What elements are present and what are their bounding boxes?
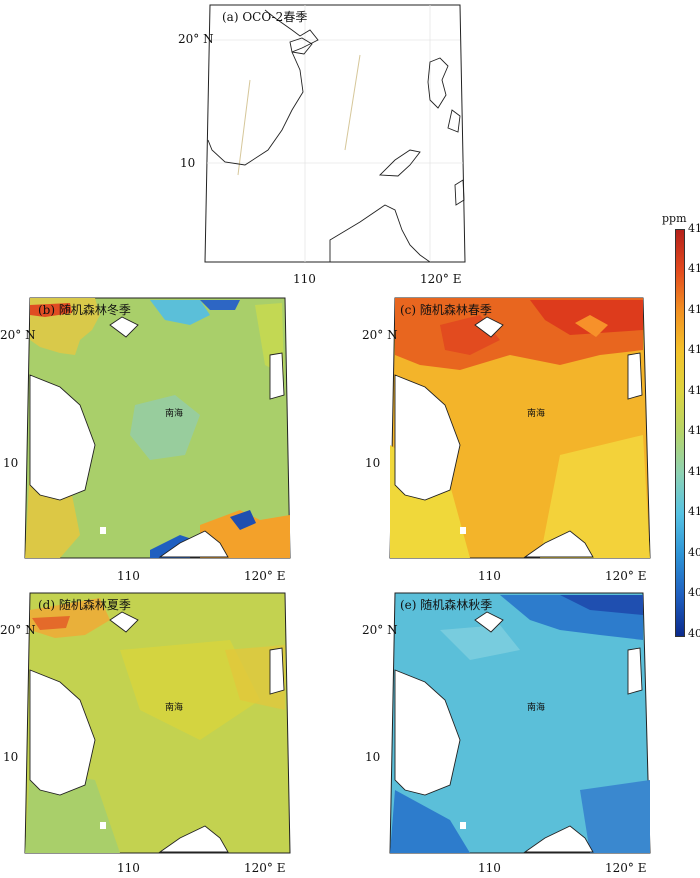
heat-patch: [560, 595, 643, 615]
lat-label-20n: 20° N: [178, 32, 214, 46]
heat-patch: [130, 395, 200, 460]
colorbar-tick: 410: [688, 505, 700, 518]
island-borneo: [158, 825, 229, 853]
heat-patch: [200, 510, 290, 558]
heat-patch: [390, 790, 470, 853]
map-frame: [204, 4, 466, 263]
lon-label-110: 110: [478, 569, 501, 583]
island-hainan: [474, 316, 504, 338]
island-borneo: [158, 530, 229, 558]
heat-patch: [200, 300, 240, 310]
coastline: [207, 9, 319, 166]
island-hainan: [289, 37, 313, 55]
island-visayas: [447, 109, 461, 133]
sea-label: 南海: [527, 703, 546, 713]
island-borneo: [523, 530, 594, 558]
colorbar-unit: ppm: [662, 212, 687, 225]
island-luzon: [427, 57, 449, 109]
island-luzon: [269, 647, 285, 695]
heat-patch: [150, 300, 210, 325]
gap: [460, 527, 466, 534]
colorbar-tick: 413: [688, 384, 700, 397]
panel-d-title: (d) 随机森林夏季: [38, 598, 131, 612]
lon-label-110: 110: [117, 861, 140, 875]
lon-label-120e: 120° E: [244, 861, 286, 875]
colorbar-tick: 411: [688, 465, 700, 478]
island-palawan: [378, 149, 421, 177]
colorbar-tick: 412: [688, 424, 700, 437]
lat-label-20n: 20° N: [362, 328, 398, 342]
gap: [100, 822, 106, 829]
map-d: [24, 592, 291, 854]
map-c: [389, 297, 651, 559]
colorbar-tick: 409: [688, 546, 700, 559]
panel-c-title: (c) 随机森林春季: [400, 303, 492, 317]
lon-label-120e: 120° E: [605, 861, 647, 875]
heat-patch: [30, 303, 72, 317]
sea-label: 南海: [527, 409, 546, 419]
heat-patch: [540, 435, 650, 558]
land-indochina: [29, 374, 96, 501]
lon-label-120e: 120° E: [605, 569, 647, 583]
island-hainan: [474, 611, 504, 633]
heat-patch: [440, 625, 520, 660]
lon-label-110: 110: [478, 861, 501, 875]
heat-patch: [32, 616, 70, 630]
sea-label: 南海: [165, 409, 184, 419]
island-luzon: [269, 352, 285, 400]
lat-label-10: 10: [3, 456, 19, 470]
map-a: [204, 4, 466, 263]
gap: [460, 822, 466, 829]
heat-patch: [580, 780, 650, 853]
lat-label-20n: 20° N: [0, 328, 36, 342]
colorbar-tick: 417: [688, 222, 700, 235]
island-hainan: [109, 316, 139, 338]
colorbar-tick: 407: [688, 627, 700, 640]
land-indochina: [29, 669, 96, 796]
colorbar-tick: 416: [688, 262, 700, 275]
colorbar-gradient: [675, 229, 685, 637]
map-e: [389, 592, 651, 854]
lat-label-10: 10: [180, 156, 196, 170]
track-line: [237, 79, 251, 176]
lat-label-20n: 20° N: [362, 623, 398, 637]
gap: [100, 527, 106, 534]
colorbar-tick: 415: [688, 303, 700, 316]
track-line: [344, 54, 361, 151]
island-mindanao: [454, 179, 465, 206]
island-luzon: [627, 352, 643, 400]
map-b: [24, 297, 291, 559]
lat-label-10: 10: [365, 750, 381, 764]
lat-label-20n: 20° N: [0, 623, 36, 637]
panel-a-title: (a) OCO-2春季: [222, 10, 308, 24]
lon-label-120e: 120° E: [420, 272, 462, 286]
lat-label-10: 10: [365, 456, 381, 470]
island-luzon: [627, 647, 643, 695]
heat-patch: [120, 640, 260, 740]
lon-label-120e: 120° E: [244, 569, 286, 583]
heat-patch: [230, 510, 256, 530]
panel-b-title: (b) 随机森林冬季: [38, 303, 131, 317]
island-hainan: [109, 611, 139, 633]
colorbar-tick: 408: [688, 586, 700, 599]
lat-label-10: 10: [3, 750, 19, 764]
panel-e-title: (e) 随机森林秋季: [400, 598, 493, 612]
lon-label-110: 110: [117, 569, 140, 583]
lon-label-110: 110: [293, 272, 316, 286]
island-borneo: [523, 825, 594, 853]
island-borneo: [329, 204, 432, 263]
colorbar-tick: 414: [688, 343, 700, 356]
colorbar: ppm 417 416 415 414 413 412 411 410 409 …: [660, 212, 700, 642]
sea-label: 南海: [165, 703, 184, 713]
land-indochina: [394, 669, 461, 796]
land-indochina: [394, 374, 461, 501]
heat-patch: [575, 315, 608, 337]
